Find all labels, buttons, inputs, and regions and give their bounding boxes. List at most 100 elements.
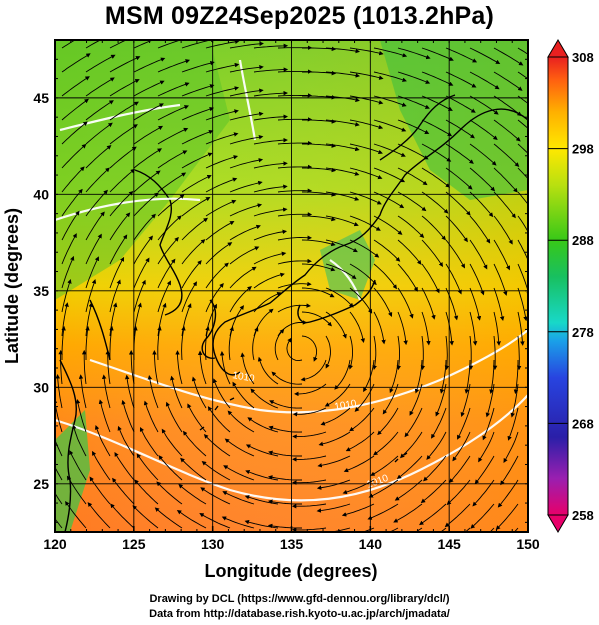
streamline-arrow	[157, 150, 188, 169]
streamline-arrow	[389, 359, 399, 394]
streamline-arrow	[274, 328, 285, 361]
streamline-arrow	[396, 455, 423, 480]
streamline-arrow	[157, 215, 182, 241]
streamline-arrow	[61, 121, 88, 145]
streamline-arrow	[349, 167, 383, 180]
colorbar-tick-label: 258	[572, 508, 594, 523]
colorbar-scale	[547, 56, 569, 516]
streamline-arrow	[474, 455, 495, 485]
streamline-arrow	[291, 527, 327, 532]
streamline-arrow	[61, 143, 87, 169]
isobars	[55, 59, 528, 502]
streamline-arrow	[301, 287, 335, 298]
streamline-arrow	[493, 119, 521, 142]
map-plot-area: 1010 1010 1010	[55, 40, 528, 532]
streamline-arrow	[81, 349, 87, 385]
y-axis-label: Latitude (degrees)	[2, 208, 22, 364]
streamline-arrow	[370, 455, 399, 476]
streamline-arrow	[397, 143, 429, 160]
streamline-arrow	[114, 451, 135, 481]
streamline-arrow	[349, 287, 373, 314]
streamline-arrow	[517, 287, 528, 322]
streamline-arrow	[317, 455, 351, 468]
streamline-arrow	[404, 407, 423, 438]
streamline-arrow	[409, 383, 423, 416]
streamline-arrow	[219, 350, 231, 385]
streamline-arrow	[205, 242, 233, 265]
streamline-arrow	[445, 167, 473, 190]
streamline-arrow	[397, 239, 422, 265]
y-tick-label: 25	[33, 476, 49, 492]
streamline-arrow	[157, 59, 191, 73]
streamline-arrow	[325, 191, 360, 201]
streamline-arrow	[181, 325, 186, 361]
streamline-arrow	[341, 503, 375, 517]
streamline-arrow	[397, 167, 428, 186]
streamline-arrow	[205, 132, 239, 145]
streamline-arrow	[191, 376, 207, 409]
streamline-arrow	[485, 383, 495, 418]
isobar-label: 1010	[334, 398, 358, 413]
streamline-arrow	[143, 400, 159, 433]
streamline-arrow	[253, 114, 289, 121]
streamline-arrow	[349, 239, 380, 258]
streamline-arrow	[421, 311, 431, 346]
streamline-arrow	[109, 190, 134, 217]
streamline-arrow	[257, 356, 279, 385]
streamline-arrow	[325, 239, 358, 253]
y-tick-label: 35	[33, 283, 49, 299]
streamline-arrow	[469, 71, 500, 90]
streamline-arrow	[493, 239, 511, 271]
streamline-arrow	[445, 191, 471, 216]
streamline-arrow	[61, 278, 72, 313]
streamline-arrow	[492, 335, 498, 371]
streamline-arrow	[318, 431, 351, 447]
streamline-arrow	[109, 325, 114, 361]
streamline-arrow	[316, 479, 351, 490]
streamline-arrow	[493, 71, 523, 91]
streamline-arrow	[397, 215, 425, 238]
streamline-arrow	[373, 311, 386, 345]
streamline-arrow	[244, 519, 279, 529]
streamline-arrow	[87, 502, 111, 529]
map-title: MSM 09Z24Sep2025 (1013.2hPa)	[104, 2, 495, 30]
streamline-arrow	[349, 191, 382, 205]
streamline-arrow	[493, 167, 518, 193]
streamline-arrow	[66, 475, 87, 505]
streamline-arrow	[302, 70, 337, 76]
streamline-arrow	[133, 213, 156, 241]
streamline-arrow	[397, 47, 431, 60]
streamline-arrow	[431, 407, 447, 439]
streamline-arrow	[133, 57, 166, 73]
streamline-arrow	[500, 455, 519, 486]
colorbar-bottom-triangle	[547, 514, 569, 533]
streamline-arrow	[397, 287, 414, 319]
streamline-arrow	[291, 479, 327, 485]
streamline-arrow	[55, 492, 63, 505]
y-axis-ticks: 25 30 35 40 45	[33, 39, 528, 523]
streamline-arrow	[510, 383, 519, 418]
streamline-arrow	[445, 215, 468, 243]
colorbar-tick-label: 288	[572, 233, 594, 248]
streamline-arrow	[61, 210, 80, 241]
streamline-arrow	[267, 475, 302, 481]
streamline-arrow	[373, 239, 401, 262]
streamline-arrow	[133, 40, 154, 49]
streamline-arrow	[139, 426, 159, 457]
streamline-arrow	[382, 383, 399, 415]
streamline-arrow	[109, 279, 121, 313]
streamline-arrow	[349, 263, 377, 286]
streamline-arrow	[373, 263, 398, 290]
streamline-arrow	[271, 371, 303, 385]
streamline-arrow	[182, 430, 207, 457]
streamline-arrow	[517, 71, 528, 80]
streamline-arrow	[470, 503, 495, 529]
streamline-arrow	[421, 71, 454, 86]
streamline-arrow	[493, 287, 505, 321]
credit-data: Data from http://database.rish.kyoto-u.a…	[149, 608, 450, 620]
streamline-arrow	[134, 479, 159, 505]
streamline-arrow	[85, 122, 113, 145]
streamline-arrow	[445, 311, 454, 346]
streamline-arrow	[124, 374, 135, 409]
streamline-arrow	[253, 43, 289, 49]
